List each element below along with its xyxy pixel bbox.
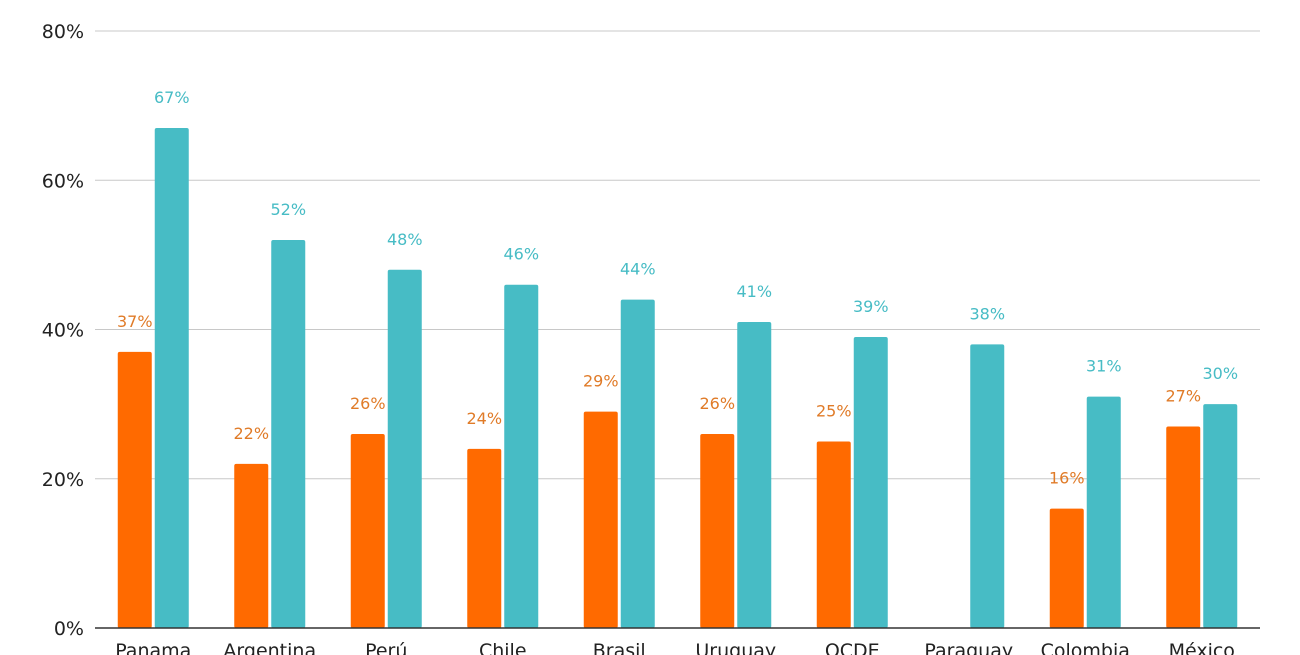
bar-series-2-paraguay — [970, 344, 1005, 628]
bar-series-1-uruguay — [700, 433, 735, 628]
bars — [117, 128, 1238, 628]
x-axis-category-labels: Panama Argentina Perú Chile Brasil Uruguay OCD… — [115, 640, 1235, 655]
y-tick-label: 80% — [42, 21, 84, 43]
data-label-series-2: 30% — [1202, 364, 1238, 383]
bar-series-1-méxico — [1166, 426, 1201, 628]
category-label: Chile — [479, 640, 527, 655]
data-label-series-2: 44% — [620, 260, 656, 279]
bar-series-1-argentina — [234, 463, 269, 628]
data-label-series-1: 26% — [699, 394, 735, 413]
y-tick-label: 20% — [42, 469, 84, 491]
category-label: México — [1169, 640, 1235, 655]
bar-series-2-méxico — [1203, 404, 1238, 628]
bar-series-2-panama — [154, 128, 189, 628]
bar-series-1-colombia — [1049, 508, 1084, 628]
data-label-series-2: 67% — [154, 88, 190, 107]
data-label-series-1: 24% — [466, 409, 502, 428]
data-label-series-2: 38% — [969, 304, 1005, 323]
data-label-series-1: 27% — [1165, 387, 1201, 406]
category-label: Brasil — [593, 640, 646, 655]
bar-series-2-chile — [504, 284, 539, 628]
data-label-series-1: 16% — [1049, 469, 1085, 488]
data-label-series-2: 52% — [270, 200, 306, 219]
bar-series-2-argentina — [271, 239, 306, 628]
bar-series-2-colombia — [1086, 396, 1121, 628]
data-label-series-2: 48% — [387, 230, 423, 249]
bar-series-2-perú — [387, 269, 422, 628]
data-labels: 37% 67% 22% 52% 26% 48% 24% 46% 29% 44% 26% 41% 25% 3… — [117, 88, 1238, 488]
bar-series-1-ocde — [816, 441, 851, 628]
bar-series-1-chile — [467, 448, 502, 628]
bar-series-2-ocde — [853, 336, 888, 628]
data-label-series-1: 26% — [350, 394, 386, 413]
bar-series-2-uruguay — [737, 322, 772, 628]
y-axis-tick-labels: 0% 20% 40% 60% 80% — [42, 21, 84, 640]
bar-series-1-perú — [350, 433, 385, 628]
bar-series-1-panama — [117, 351, 152, 628]
data-label-series-2: 31% — [1086, 357, 1122, 376]
category-label: Paraguay — [924, 640, 1013, 655]
data-label-series-2: 41% — [736, 282, 772, 301]
data-label-series-1: 29% — [583, 372, 619, 391]
category-label: OCDE — [825, 640, 880, 655]
bar-series-1-brasil — [583, 411, 618, 628]
data-label-series-2: 46% — [503, 245, 539, 264]
gridlines — [95, 30, 1260, 480]
data-label-series-1: 22% — [233, 424, 269, 443]
category-label: Perú — [365, 640, 407, 655]
data-label-series-2: 39% — [853, 297, 889, 316]
y-tick-label: 60% — [42, 170, 84, 192]
bar-series-2-brasil — [620, 299, 655, 628]
y-tick-label: 40% — [42, 320, 84, 342]
category-label: Colombia — [1041, 640, 1130, 655]
data-label-series-1: 25% — [816, 401, 852, 420]
data-label-series-1: 37% — [117, 312, 153, 331]
category-label: Uruguay — [695, 640, 776, 655]
category-label: Argentina — [223, 640, 316, 655]
y-tick-label: 0% — [54, 618, 84, 640]
category-label: Panama — [115, 640, 191, 655]
